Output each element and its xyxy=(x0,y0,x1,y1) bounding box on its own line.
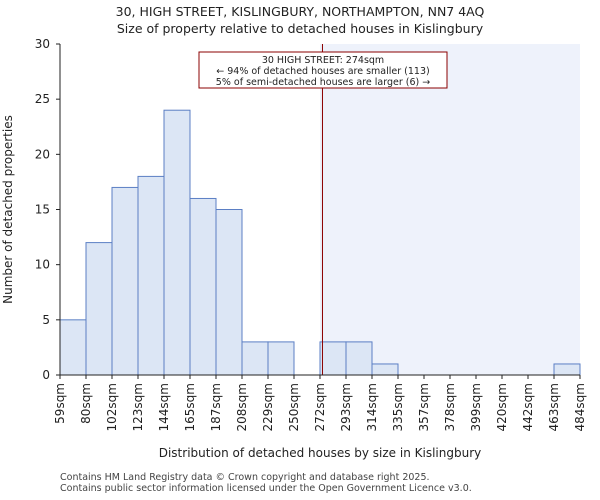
y-tick-label: 10 xyxy=(35,258,50,272)
x-tick-label: 144sqm xyxy=(157,383,171,431)
chart-subtitle: Size of property relative to detached ho… xyxy=(116,21,484,36)
x-tick-label: 463sqm xyxy=(547,383,561,431)
x-tick-label: 272sqm xyxy=(313,383,327,431)
x-tick-label: 442sqm xyxy=(521,383,535,431)
y-tick-label: 25 xyxy=(35,92,50,106)
x-tick-label: 357sqm xyxy=(417,383,431,431)
bar-314sqm xyxy=(371,363,399,376)
bar-102sqm xyxy=(111,186,139,376)
y-axis-label: Number of detached properties xyxy=(1,115,15,304)
annotation-line-2: ← 94% of detached houses are smaller (11… xyxy=(216,66,429,77)
x-tick-label: 123sqm xyxy=(131,383,145,431)
footer-line-2: Contains public sector information licen… xyxy=(60,483,472,494)
x-tick-label: 378sqm xyxy=(443,383,457,431)
y-tick-label: 0 xyxy=(42,368,50,382)
x-tick-label: 59sqm xyxy=(53,383,67,424)
y-tick-label: 5 xyxy=(42,313,50,327)
x-tick-label: 399sqm xyxy=(469,383,483,431)
x-tick-label: 250sqm xyxy=(287,383,301,431)
annotation-line-3: 5% of semi-detached houses are larger (6… xyxy=(216,77,430,88)
x-ticks-group: 59sqm 80sqm 102sqm 123sqm 144sqm 165sqm 187sqm… xyxy=(53,375,587,431)
bar-229sqm xyxy=(267,341,295,376)
x-axis-label: Distribution of detached houses by size … xyxy=(159,446,482,460)
bar-59sqm xyxy=(59,319,87,376)
bar-208sqm xyxy=(241,341,269,376)
bar-144sqm xyxy=(163,109,191,376)
x-tick-label: 314sqm xyxy=(365,383,379,431)
chart-title-block: 30, HIGH STREET, KISLINGBURY, NORTHAMPTO… xyxy=(0,3,600,37)
bar-187sqm xyxy=(215,209,243,376)
y-tick-label: 15 xyxy=(35,203,50,217)
x-tick-label: 187sqm xyxy=(209,383,223,431)
annotation-box: 30 HIGH STREET: 274sqm ← 94% of detached… xyxy=(198,51,448,89)
x-tick-label: 102sqm xyxy=(105,383,119,431)
footer-line-1: Contains HM Land Registry data © Crown c… xyxy=(60,472,430,483)
bar-123sqm xyxy=(137,175,165,376)
highlight-region xyxy=(320,44,580,375)
x-tick-label: 80sqm xyxy=(79,383,93,424)
bar-165sqm xyxy=(189,197,217,376)
chart-title: 30, HIGH STREET, KISLINGBURY, NORTHAMPTO… xyxy=(115,4,485,19)
bar-293sqm xyxy=(345,341,373,376)
annotation-line-1: 30 HIGH STREET: 274sqm xyxy=(262,55,384,66)
bar-272sqm xyxy=(319,341,347,376)
bar-463sqm xyxy=(553,363,581,376)
x-tick-label: 293sqm xyxy=(339,383,353,431)
y-tick-label: 20 xyxy=(35,147,50,161)
annotation-border xyxy=(198,51,448,89)
x-tick-label: 208sqm xyxy=(235,383,249,431)
y-ticks-group: 0 5 10 15 20 25 30 xyxy=(35,37,60,382)
footer: Contains HM Land Registry data © Crown c… xyxy=(60,472,472,494)
bars-group xyxy=(59,109,581,376)
bar-80sqm xyxy=(85,242,113,376)
y-tick-label: 30 xyxy=(35,37,50,51)
x-tick-label: 484sqm xyxy=(573,383,587,431)
x-tick-label: 420sqm xyxy=(495,383,509,431)
x-tick-label: 335sqm xyxy=(391,383,405,431)
x-tick-label: 229sqm xyxy=(261,383,275,431)
x-tick-label: 165sqm xyxy=(183,383,197,431)
